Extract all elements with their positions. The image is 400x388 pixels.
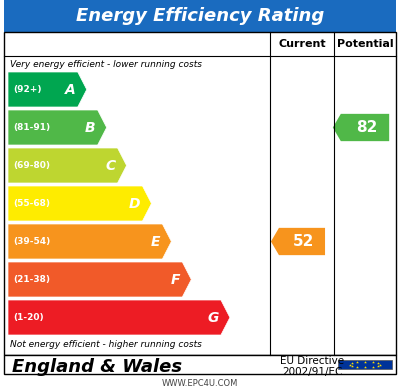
- Text: Current: Current: [278, 39, 326, 49]
- Text: E: E: [151, 234, 160, 248]
- Text: Potential: Potential: [337, 39, 393, 49]
- Text: (92+): (92+): [13, 85, 42, 94]
- Text: England & Wales: England & Wales: [12, 357, 182, 376]
- Polygon shape: [8, 110, 107, 145]
- Text: C: C: [106, 159, 116, 173]
- Bar: [338, 360, 392, 369]
- Bar: [4, 355, 396, 374]
- Polygon shape: [8, 72, 87, 107]
- Bar: [4, 32, 396, 355]
- Polygon shape: [271, 228, 325, 255]
- Text: F: F: [171, 272, 180, 286]
- Text: Very energy efficient - lower running costs: Very energy efficient - lower running co…: [10, 60, 202, 69]
- Text: Energy Efficiency Rating: Energy Efficiency Rating: [76, 7, 324, 25]
- Text: (39-54): (39-54): [13, 237, 50, 246]
- Text: G: G: [208, 310, 219, 324]
- Text: (55-68): (55-68): [13, 199, 50, 208]
- Polygon shape: [8, 224, 171, 259]
- Bar: [4, 0, 396, 32]
- Text: (1-20): (1-20): [13, 313, 44, 322]
- Text: (69-80): (69-80): [13, 161, 50, 170]
- Text: (81-91): (81-91): [13, 123, 50, 132]
- Polygon shape: [333, 114, 389, 141]
- Text: 82: 82: [356, 120, 378, 135]
- Polygon shape: [8, 186, 152, 221]
- Text: WWW.EPC4U.COM: WWW.EPC4U.COM: [162, 379, 238, 388]
- Text: EU Directive
2002/91/EC: EU Directive 2002/91/EC: [280, 356, 344, 377]
- Polygon shape: [8, 300, 230, 335]
- Text: A: A: [65, 83, 76, 97]
- Polygon shape: [8, 262, 191, 297]
- Text: D: D: [129, 196, 140, 211]
- Text: 52: 52: [293, 234, 315, 249]
- Text: Not energy efficient - higher running costs: Not energy efficient - higher running co…: [10, 340, 202, 349]
- Text: (21-38): (21-38): [13, 275, 50, 284]
- Polygon shape: [8, 148, 126, 183]
- Text: B: B: [85, 121, 96, 135]
